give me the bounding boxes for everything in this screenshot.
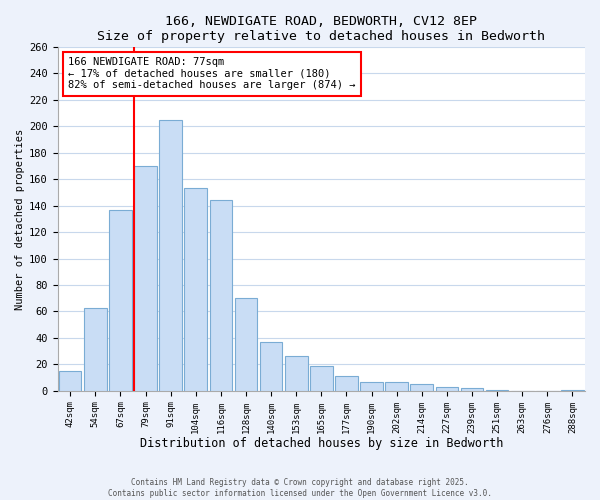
Bar <box>235 298 257 391</box>
Bar <box>260 342 283 391</box>
Text: 166 NEWDIGATE ROAD: 77sqm
← 17% of detached houses are smaller (180)
82% of semi: 166 NEWDIGATE ROAD: 77sqm ← 17% of detac… <box>68 58 356 90</box>
Bar <box>486 390 508 391</box>
Bar <box>360 382 383 391</box>
Bar <box>160 120 182 391</box>
X-axis label: Distribution of detached houses by size in Bedworth: Distribution of detached houses by size … <box>140 437 503 450</box>
Text: Contains HM Land Registry data © Crown copyright and database right 2025.
Contai: Contains HM Land Registry data © Crown c… <box>108 478 492 498</box>
Bar <box>109 210 132 391</box>
Bar <box>209 200 232 391</box>
Title: 166, NEWDIGATE ROAD, BEDWORTH, CV12 8EP
Size of property relative to detached ho: 166, NEWDIGATE ROAD, BEDWORTH, CV12 8EP … <box>97 15 545 43</box>
Bar <box>561 390 584 391</box>
Bar <box>59 371 82 391</box>
Bar <box>84 308 107 391</box>
Bar <box>410 384 433 391</box>
Bar <box>134 166 157 391</box>
Bar <box>436 387 458 391</box>
Bar <box>310 366 332 391</box>
Bar <box>335 376 358 391</box>
Y-axis label: Number of detached properties: Number of detached properties <box>15 128 25 310</box>
Bar <box>285 356 308 391</box>
Bar <box>461 388 483 391</box>
Bar <box>184 188 207 391</box>
Bar <box>385 382 408 391</box>
